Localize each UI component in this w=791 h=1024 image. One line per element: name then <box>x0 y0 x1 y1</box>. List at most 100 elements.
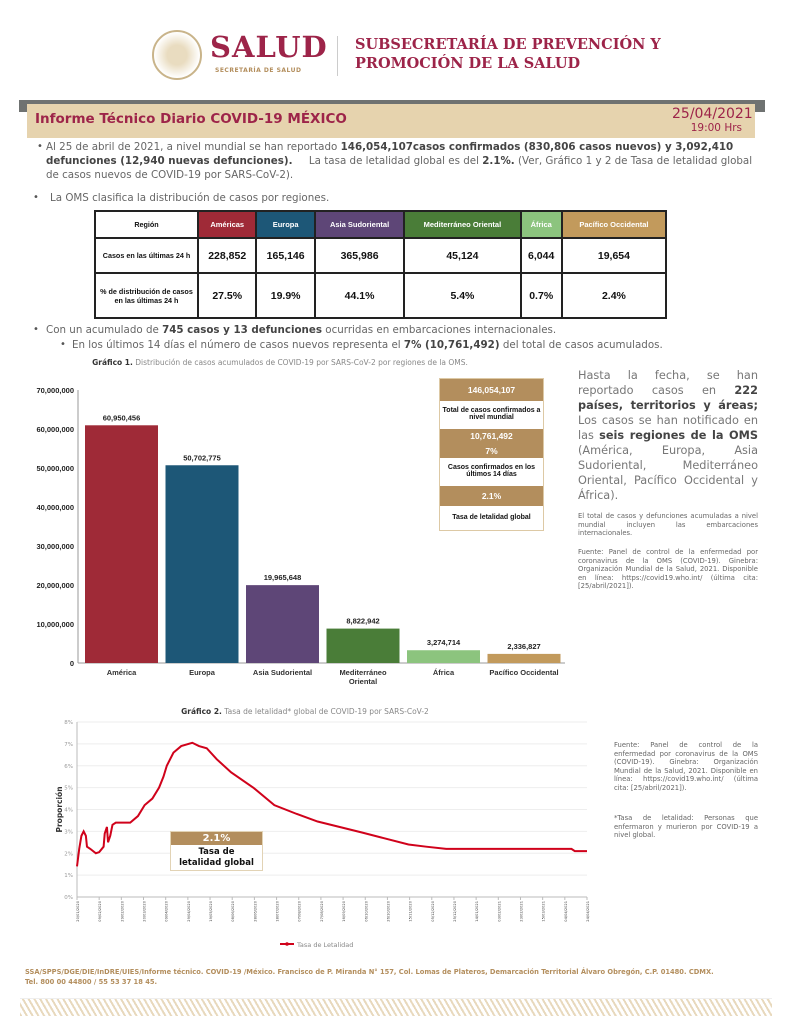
y-tick-label: 40,000,000 <box>36 503 74 512</box>
x-tick-label: 24/04/2021 <box>586 901 590 922</box>
side-summary: Hasta la fecha, se han reportado casos e… <box>578 368 758 503</box>
chart2-annotation: 2.1% Tasa de letalidad global <box>170 831 263 871</box>
x-tick-label: 29/02/2020 <box>120 900 124 921</box>
text: Los casos se han notificado en las <box>578 414 758 442</box>
pct-24h-cell: 19.9% <box>255 272 316 319</box>
header-region-0: Américas <box>196 210 258 239</box>
regions-table: Región Américas Europa Asia Sudoriental Medi… <box>94 210 668 319</box>
y-tick-label: 20,000,000 <box>36 581 74 590</box>
text-bold: 7% (10,761,492) <box>403 339 500 351</box>
x-tick-label: 28/06/2020 <box>253 900 257 921</box>
bullet-icon: • <box>33 192 39 203</box>
x-tick-label: 16/09/2020 <box>342 900 346 921</box>
x-tick-label: 25/12/2020 <box>453 900 457 921</box>
row-label: % de distribución de casos en las última… <box>94 272 199 319</box>
y-tick-label: 0 <box>70 659 74 668</box>
y-tick-label: 50,000,000 <box>36 464 74 473</box>
cases-24h-cell: 228,852 <box>196 237 258 274</box>
paragraph-last14: En los últimos 14 días el número de caso… <box>72 338 663 352</box>
legend-label: Tasa de Letalidad <box>296 941 353 949</box>
x-tick-label: 08/06/2020 <box>231 900 235 921</box>
cases-24h-cell: 365,986 <box>313 237 406 274</box>
title-band <box>27 104 755 138</box>
bar-1 <box>165 465 239 663</box>
y-tick-label: 6% <box>64 764 73 770</box>
header-divider <box>337 36 338 76</box>
bar-value-label: 8,822,942 <box>346 617 379 626</box>
last14-value: 10,761,492 <box>440 429 543 444</box>
header-region: Región <box>94 210 199 239</box>
y-tick-label: 2% <box>64 851 73 857</box>
x-tick-label: 09/02/2020 <box>98 900 102 921</box>
x-category-label: Pacífico Occidental <box>489 668 558 677</box>
bar-4 <box>407 650 480 663</box>
report-date: 25/04/2021 <box>672 106 753 122</box>
text-bold: 222 países, territorios y áreas; <box>578 384 758 412</box>
annotation-label: Tasa de letalidad global <box>179 847 254 868</box>
pct-24h-cell: 5.4% <box>403 272 522 319</box>
footer-address: SSA/SPPS/DGE/DIE/InDRE/UIES/Informe técn… <box>25 967 714 987</box>
text: (América, Europa, Asia Sudoriental, Medi… <box>578 444 758 502</box>
text: (Ver, Gráfico 1 y 2 de Tasa de letalidad… <box>46 155 753 181</box>
rate-label: Tasa de letalidad global <box>452 514 531 521</box>
last14-pct: 7% <box>440 444 543 458</box>
y-tick-label: 1% <box>64 873 73 879</box>
x-tick-label: 03/02/2021 <box>497 901 501 922</box>
chart2-title-text: Tasa de letalidad* global de COVID-19 po… <box>224 707 429 716</box>
text-bold: 2.1%. <box>482 155 515 167</box>
header-region-3: Mediterráneo Oriental <box>403 210 522 239</box>
subsecretaria-title: SUBSECRETARÍA DE PREVENCIÓN Y PROMOCIÓN D… <box>355 35 661 73</box>
bar-value-label: 19,965,648 <box>264 573 302 582</box>
x-tick-label: 06/10/2020 <box>364 900 368 921</box>
y-tick-label: 0% <box>64 895 73 901</box>
text: La tasa de letalidad global es del <box>292 155 483 167</box>
cases-24h-cell: 6,044 <box>519 237 563 274</box>
report-title: Informe Técnico Diario COVID-19 MÉXICO <box>35 111 347 127</box>
cases-24h-cell: 45,124 <box>403 237 522 274</box>
header-region-5: Pacífico Occidental <box>560 210 668 239</box>
subsecretaria-line1: SUBSECRETARÍA DE PREVENCIÓN Y <box>355 36 661 53</box>
text: Al 25 de abril de 2021, a nivel mundial … <box>46 141 341 153</box>
paragraph-regions: La OMS clasifica la distribución de caso… <box>50 192 330 204</box>
x-category-label: América <box>107 668 137 677</box>
pct-24h-cell: 27.5% <box>196 272 258 319</box>
x-tick-label: 19/05/2020 <box>209 900 213 921</box>
y-tick-label: 3% <box>64 829 73 835</box>
chart2-title: Gráfico 2. Tasa de letalidad* global de … <box>70 707 540 716</box>
legend-marker <box>285 942 289 946</box>
bar-0 <box>85 425 158 663</box>
y-tick-label: 7% <box>64 742 73 748</box>
annotation-value: 2.1% <box>171 832 262 845</box>
x-tick-label: 27/08/2020 <box>320 900 324 921</box>
x-tick-label: 09/04/2020 <box>165 900 169 921</box>
last14-label: Casos confirmados en los últimos 14 días <box>447 464 536 478</box>
bar-3 <box>326 628 400 663</box>
x-tick-label: 15/03/2021 <box>542 901 546 922</box>
total-value: 146,054,107 <box>440 379 543 401</box>
brand-subtitle: SECRETARÍA DE SALUD <box>215 67 302 74</box>
y-tick-label: 4% <box>64 808 73 814</box>
cases-24h-cell: 19,654 <box>560 237 668 274</box>
y-tick-label: 30,000,000 <box>36 542 74 551</box>
chart1-title-text: Distribución de casos acumulados de COVI… <box>135 358 468 367</box>
chart2-footnote: *Tasa de letalidad: Personas que enferma… <box>614 814 758 840</box>
chart1-title: Gráfico 1. Distribución de casos acumula… <box>80 358 480 367</box>
bullet-icon: • <box>60 339 66 350</box>
pct-24h-cell: 2.4% <box>560 272 668 319</box>
x-tick-label: 07/08/2020 <box>298 900 302 921</box>
subsecretaria-line2: PROMOCIÓN DE LA SALUD <box>355 55 581 72</box>
y-tick-label: 8% <box>64 720 73 726</box>
y-tick-label: 70,000,000 <box>36 386 74 395</box>
text: En los últimos 14 días el número de caso… <box>72 339 404 351</box>
bar-2 <box>246 585 319 663</box>
x-category-label: África <box>433 668 455 677</box>
bar-value-label: 50,702,775 <box>183 453 221 462</box>
total-label: Total de casos confirmados a nivel mundi… <box>442 407 541 421</box>
y-tick-label: 10,000,000 <box>36 620 74 629</box>
header-region-2: Asia Sudoriental <box>313 210 406 239</box>
decorative-pattern <box>20 998 772 1016</box>
cases-24h-cell: 165,146 <box>255 237 316 274</box>
text-bold: 146,054,107casos confirmados (830,806 ca… <box>46 141 734 167</box>
pct-24h-cell: 44.1% <box>313 272 406 319</box>
text: del total de casos acumulados. <box>499 339 663 351</box>
